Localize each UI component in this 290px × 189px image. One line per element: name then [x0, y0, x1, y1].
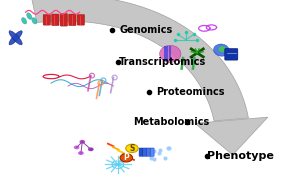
Ellipse shape [160, 45, 181, 62]
Ellipse shape [21, 18, 27, 24]
Ellipse shape [78, 151, 84, 155]
FancyBboxPatch shape [150, 148, 154, 156]
Ellipse shape [9, 31, 22, 45]
Text: Proteomincs: Proteomincs [156, 87, 224, 97]
FancyBboxPatch shape [146, 148, 151, 156]
FancyBboxPatch shape [52, 14, 59, 26]
Text: P: P [124, 153, 129, 162]
Ellipse shape [79, 140, 85, 144]
Text: S: S [129, 144, 135, 153]
FancyBboxPatch shape [139, 148, 143, 156]
Text: Phenotype: Phenotype [207, 151, 274, 161]
FancyBboxPatch shape [77, 15, 85, 25]
Polygon shape [195, 117, 268, 155]
Ellipse shape [213, 44, 229, 56]
FancyBboxPatch shape [225, 49, 238, 60]
Polygon shape [31, 0, 249, 121]
Text: Genomics: Genomics [119, 25, 173, 35]
Text: Transcriptomics: Transcriptomics [119, 57, 206, 67]
FancyBboxPatch shape [60, 14, 68, 26]
Ellipse shape [88, 147, 94, 151]
Ellipse shape [9, 31, 22, 45]
FancyBboxPatch shape [143, 148, 147, 156]
Circle shape [120, 154, 133, 162]
Ellipse shape [219, 46, 226, 52]
Ellipse shape [74, 146, 79, 149]
FancyBboxPatch shape [69, 14, 76, 26]
Ellipse shape [27, 13, 32, 19]
Text: Metabolomics: Metabolomics [133, 117, 210, 127]
Ellipse shape [32, 18, 37, 24]
FancyBboxPatch shape [43, 15, 50, 25]
Circle shape [126, 144, 138, 153]
